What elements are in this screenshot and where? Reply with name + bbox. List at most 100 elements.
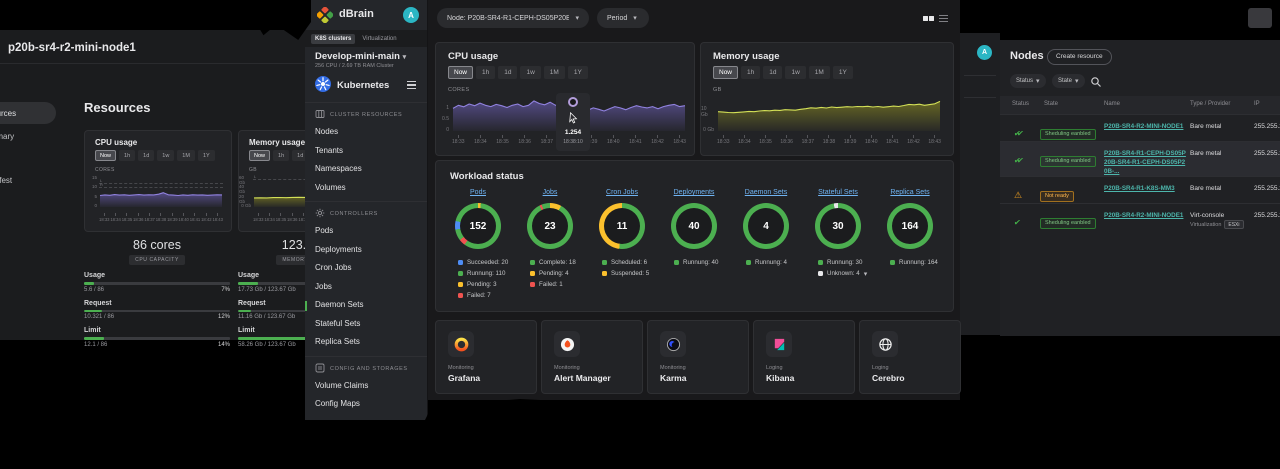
x-tick-label: 18:33: [717, 139, 730, 145]
y-tick: 0 Gb: [703, 127, 714, 133]
time-tab-now[interactable]: Now: [448, 66, 474, 79]
workload-link-jobs[interactable]: Jobs: [542, 189, 558, 196]
right-window-sidebar: A: [960, 33, 1000, 335]
sidebar-item-config-maps[interactable]: Config Maps: [315, 399, 360, 408]
node-name-link[interactable]: P20B-SR4-R1-CEPH-DS05P20B-SR4-R1-CEPH-DS…: [1104, 150, 1186, 175]
time-tab-1m[interactable]: 1M: [177, 150, 195, 161]
time-tab-1h[interactable]: 1h: [476, 66, 496, 79]
time-tab-1m[interactable]: 1M: [543, 66, 565, 79]
list-view-icon[interactable]: [939, 14, 948, 22]
time-tab-1y[interactable]: 1Y: [567, 66, 588, 79]
time-tab-now[interactable]: Now: [95, 150, 117, 161]
nav-item-manifest[interactable]: Manifest: [0, 176, 13, 185]
time-tab-1d[interactable]: 1d: [138, 150, 155, 161]
time-tab-1w[interactable]: 1w: [520, 66, 541, 79]
nav-item-summary[interactable]: Summary: [0, 132, 15, 141]
time-tab-now[interactable]: Now: [249, 150, 271, 161]
chevron-down-icon[interactable]: ▾: [863, 270, 868, 278]
status-filter[interactable]: Status ▾: [1010, 74, 1046, 88]
app-card-grafana[interactable]: Monitoring Grafana: [435, 320, 537, 394]
engine-label[interactable]: Kubernetes: [337, 80, 390, 91]
time-tab-1d[interactable]: 1d: [498, 66, 518, 79]
time-tab-1d[interactable]: 1d: [292, 150, 309, 161]
node-selector[interactable]: Node: P20B-SR4-R1-CEPH-DS05P20B-... ▾: [437, 8, 589, 28]
memory-main-chart[interactable]: [717, 97, 941, 131]
table-row[interactable]: ✔✔ Sheduling eanbled P20B-SR4-R2-MINI-NODE…: [1000, 114, 1280, 141]
create-resource-button[interactable]: Create resource: [1047, 49, 1112, 65]
workload-link-cron-jobs[interactable]: Cron Jobs: [606, 189, 638, 196]
table-row[interactable]: ✔✔ Sheduling eanbled P20B-SR4-R1-CEPH-DS05…: [1000, 141, 1280, 176]
time-tab-1h[interactable]: 1h: [273, 150, 290, 161]
sidebar-item-namespaces[interactable]: Namespaces: [315, 164, 362, 173]
sidebar-item-cron-jobs[interactable]: Cron Jobs: [315, 263, 352, 272]
sidebar-item-nodes[interactable]: Nodes: [315, 127, 339, 136]
legend-text: Suspended: 5: [611, 270, 650, 277]
node-name-link[interactable]: P20B-SR4-R2-MINI-NODE1: [1104, 123, 1184, 130]
sidebar-item-tenants[interactable]: Tenants: [315, 145, 344, 155]
y-tick: 40 Gb: [239, 184, 246, 195]
sidebar-item-deployments[interactable]: Deployments: [315, 244, 362, 254]
nav-item-resources[interactable]: Resources: [0, 102, 56, 124]
x-tick-label: 18:40: [606, 139, 620, 145]
sidebar-item-volume-claims[interactable]: Volume Claims: [315, 380, 369, 390]
legend-text: Runnung: 30: [827, 259, 863, 266]
workload-link-stateful-sets[interactable]: Stateful Sets: [818, 189, 858, 196]
donut-chart: 40: [671, 203, 717, 249]
time-tab-1w[interactable]: 1w: [157, 150, 175, 161]
time-tab-1y[interactable]: 1Y: [197, 150, 215, 161]
sidebar-item-replica-sets[interactable]: Replica Sets: [315, 337, 360, 346]
table-row[interactable]: ✔ Sheduling eanbled P20B-SR4-R2-MINI-NODE1…: [1000, 203, 1280, 234]
tab-virtualization[interactable]: Virtualization: [362, 35, 397, 42]
period-selector[interactable]: Period ▾: [597, 8, 649, 28]
node-name-link[interactable]: P20B-SR4-R1-K8S-MM3: [1104, 185, 1175, 192]
workload-link-daemon-sets[interactable]: Daemon Sets: [744, 189, 788, 196]
sidebar-item-jobs[interactable]: Jobs: [315, 281, 332, 291]
time-tab-1h[interactable]: 1h: [119, 150, 136, 161]
time-tab-1h[interactable]: 1h: [741, 66, 761, 79]
workload-link-pods[interactable]: Pods: [470, 189, 486, 196]
tick-mark: [194, 213, 196, 216]
app-card-alert-manager[interactable]: Monitoring Alert Manager: [541, 320, 643, 394]
user-avatar[interactable]: A: [977, 45, 992, 60]
y-axis: 60 Gb 40 Gb 20 Gb 0 Gb: [239, 174, 251, 208]
type-provider-cell: Bare metal: [1190, 150, 1221, 157]
capacity-bar-fill: [84, 282, 95, 285]
x-tick-label: 18:38: [155, 217, 167, 222]
list-view-icon[interactable]: [407, 81, 416, 89]
cpu-usage-card: CPU usage Now 1h 1d 1w 1M 1Y CORES 1 0.5 0 18:3…: [435, 42, 695, 156]
x-tick: 18:37: [802, 135, 814, 145]
sidebar-item-volumes[interactable]: Volumes: [315, 182, 346, 192]
node-name-link[interactable]: P20B-SR4-R2-MINI-NODE1: [1104, 212, 1184, 219]
capacity-bar-fill: [238, 337, 307, 340]
x-tick: 18:36: [287, 213, 298, 222]
app-name: dBrain: [339, 8, 374, 20]
app-card-cerebro[interactable]: Loging Cerebro: [859, 320, 961, 394]
user-avatar[interactable]: A: [403, 7, 419, 23]
capacity-values: 5.6 / 86 7%: [84, 287, 230, 293]
x-tick: 18:39: [585, 135, 597, 145]
sidebar-item-pods[interactable]: Pods: [315, 226, 334, 235]
sidebar-item-stateful-sets[interactable]: Stateful Sets: [315, 318, 361, 328]
limit-line-R: [99, 186, 223, 188]
donut-total: 40: [676, 208, 712, 244]
sidebar-item-daemon-sets[interactable]: Daemon Sets: [305, 296, 427, 315]
workload-status-card: Workload status Pods 152 Succeeded: 20 Runn…: [435, 160, 954, 312]
cards-view-icon[interactable]: [923, 16, 934, 21]
time-tab-1y[interactable]: 1Y: [832, 66, 853, 79]
time-tab-1w[interactable]: 1w: [785, 66, 806, 79]
table-row[interactable]: ⚠ Not ready P20B-SR4-R1-K8S-MM3 Bare metal 2…: [1000, 176, 1280, 203]
search-icon[interactable]: [1090, 75, 1102, 87]
app-card-kibana[interactable]: Loging Kibana: [753, 320, 855, 394]
tab-k8s-clusters[interactable]: K8S clusters: [311, 33, 356, 44]
time-tab-1d[interactable]: 1d: [763, 66, 783, 79]
workload-link-replica-sets[interactable]: Replica Sets: [890, 189, 930, 196]
workload-link-deployments[interactable]: Deployments: [673, 189, 715, 196]
app-card-karma[interactable]: Monitoring Karma: [647, 320, 749, 394]
y-tick: 60 Gb: [239, 174, 246, 185]
time-tab-1m[interactable]: 1M: [808, 66, 830, 79]
legend-item: Complete: 18: [530, 257, 586, 268]
time-tab-now[interactable]: Now: [713, 66, 739, 79]
state-filter[interactable]: State ▾: [1052, 74, 1085, 88]
cluster-selector[interactable]: Develop-mini-main ▾: [315, 51, 407, 62]
